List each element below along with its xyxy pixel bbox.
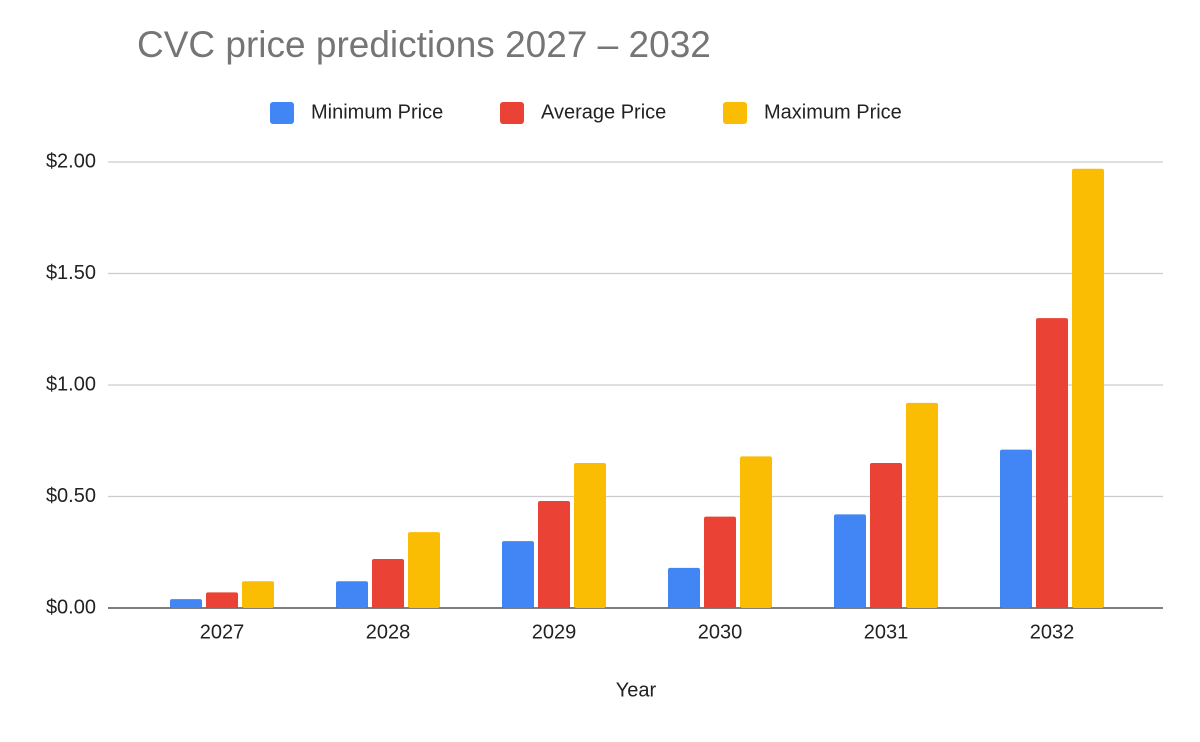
legend-swatch	[500, 102, 524, 124]
x-tick-label: 2028	[366, 621, 411, 643]
bar	[408, 532, 440, 608]
bar	[502, 541, 534, 608]
bar	[668, 567, 700, 608]
bar	[1036, 318, 1068, 608]
bar	[870, 463, 902, 608]
legend-label: Maximum Price	[764, 101, 902, 123]
bar	[906, 402, 938, 608]
legend-label: Minimum Price	[311, 101, 443, 123]
bar	[1072, 168, 1104, 608]
x-tick-label: 2032	[1030, 621, 1075, 643]
y-tick-label: $1.00	[46, 373, 96, 395]
legend-label: Average Price	[541, 101, 666, 123]
bar	[834, 514, 866, 608]
x-tick-label: 2030	[698, 621, 743, 643]
x-tick-label: 2027	[200, 621, 245, 643]
bar	[574, 463, 606, 608]
bar	[372, 558, 404, 608]
y-tick-label: $0.00	[46, 596, 96, 618]
y-tick-label: $1.50	[46, 262, 96, 284]
bar	[242, 581, 274, 608]
bar	[170, 599, 202, 608]
bar	[704, 516, 736, 608]
x-axis-label: Year	[616, 679, 657, 701]
y-tick-label: $2.00	[46, 150, 96, 172]
bar	[206, 592, 238, 608]
legend-swatch	[270, 102, 294, 124]
y-tick-label: $0.50	[46, 485, 96, 507]
bar	[538, 500, 570, 608]
bar	[336, 581, 368, 608]
legend-swatch	[723, 102, 747, 124]
bar	[1000, 449, 1032, 608]
x-tick-label: 2031	[864, 621, 909, 643]
x-tick-label: 2029	[532, 621, 577, 643]
bar	[740, 456, 772, 608]
chart-title: CVC price predictions 2027 – 2032	[137, 24, 711, 65]
